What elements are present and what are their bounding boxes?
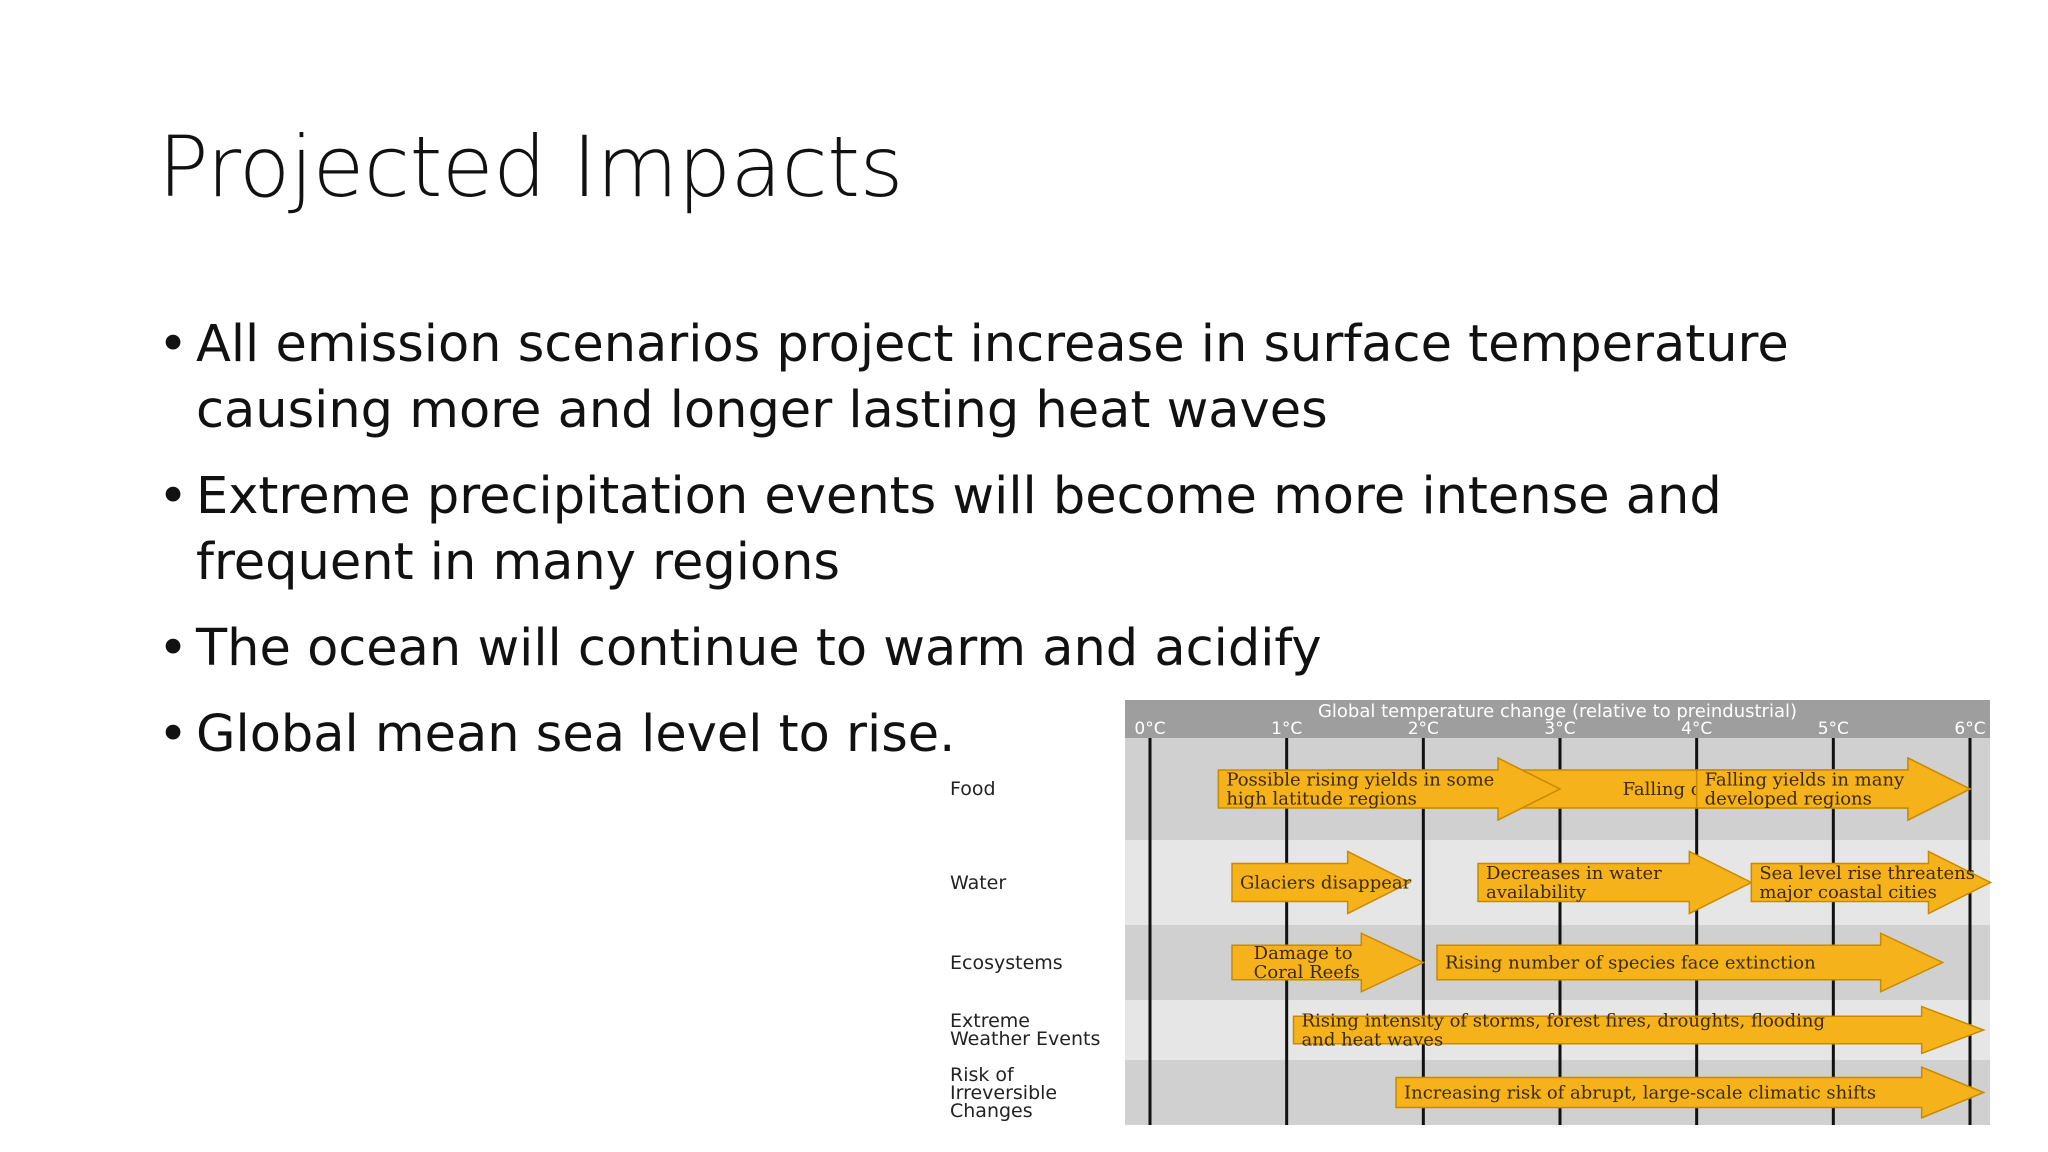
impact-arrow [1231, 850, 1412, 915]
bullet-dot: • [158, 467, 189, 526]
bullet-dot: • [158, 315, 189, 374]
slide-title: Projected Impacts [158, 118, 903, 216]
temperature-tick-label: 2°C [1408, 719, 1439, 739]
impact-arrow [1217, 756, 1562, 822]
figure-row-label: Risk of [950, 1063, 1014, 1086]
bullet-item: • Global mean sea level to rise. [158, 702, 1918, 768]
bullet-item: • The ocean will continue to warm and aci… [158, 616, 1918, 682]
bullet-text: Global mean sea level to rise. [196, 705, 956, 764]
bullet-dot: • [158, 705, 189, 764]
bullet-text: All emission scenarios project increase … [196, 315, 1789, 440]
impact-label: Increasing risk of abrupt, large-scale c… [1404, 1083, 1876, 1104]
impact-label: Decreases in water [1486, 863, 1662, 884]
figure-row-label: Weather Events [950, 1028, 1101, 1050]
bullet-text: The ocean will continue to warm and acid… [196, 619, 1322, 678]
figure-row-label: Ecosystems [950, 951, 1063, 974]
impacts-figure: Food Water Ecosystems Extreme Weather Events… [950, 700, 2000, 1130]
impact-arrow [1695, 756, 1972, 822]
temperature-tick-label: 0°C [1134, 719, 1165, 739]
figure-row-label: Extreme [950, 1010, 1030, 1032]
impact-arrow [1292, 1005, 1986, 1055]
impact-label: major coastal cities [1759, 882, 1937, 903]
bullet-item: • Extreme precipitation events will becom… [158, 464, 1918, 596]
temperature-tick-label: 3°C [1544, 719, 1575, 739]
figure-row-label: Water [950, 871, 1007, 894]
figure-row-label: Food [950, 778, 996, 800]
figure-row-label: Changes [950, 1099, 1033, 1122]
impact-label: Possible rising yields in some [1226, 770, 1494, 791]
bullet-text: Extreme precipitation events will become… [196, 467, 1722, 592]
impact-label: Sea level rise threatens [1759, 863, 1975, 884]
impact-label: Damage to [1254, 943, 1353, 964]
impact-arrow [1436, 932, 1945, 993]
impact-label: Coral Reefs [1254, 962, 1360, 983]
temperature-tick-label: 4°C [1681, 719, 1712, 739]
impact-arrow [1395, 1066, 1986, 1119]
impact-label: availability [1486, 882, 1587, 903]
impact-label: and heat waves [1302, 1030, 1444, 1051]
temperature-tick-label: 5°C [1818, 719, 1849, 739]
impact-label: developed regions [1705, 789, 1872, 810]
figure-row-label: Irreversible [950, 1081, 1058, 1104]
impact-label: high latitude regions [1226, 789, 1417, 810]
impact-label: Glaciers disappear [1240, 873, 1412, 894]
bullet-list: • All emission scenarios project increase… [158, 312, 1918, 788]
impact-label: Rising intensity of storms, forest fires… [1302, 1011, 1826, 1032]
impact-label: Falling yields in many [1705, 770, 1905, 791]
temperature-tick-label: 6°C [1954, 719, 1985, 739]
impact-arrow [1750, 850, 1993, 915]
impacts-diagram: Global temperature change (relative to p… [1125, 700, 1993, 1125]
figure-header-bar [1125, 700, 1990, 738]
temperature-tick-label: 1°C [1271, 719, 1302, 739]
bullet-item: • All emission scenarios project increase… [158, 312, 1918, 444]
figure-header-text: Global temperature change (relative to p… [1318, 701, 1797, 722]
impact-arrow [1231, 932, 1426, 993]
bullet-dot: • [158, 619, 189, 678]
impact-label: Rising number of species face extinction [1445, 953, 1816, 974]
impact-arrow [1477, 850, 1754, 915]
